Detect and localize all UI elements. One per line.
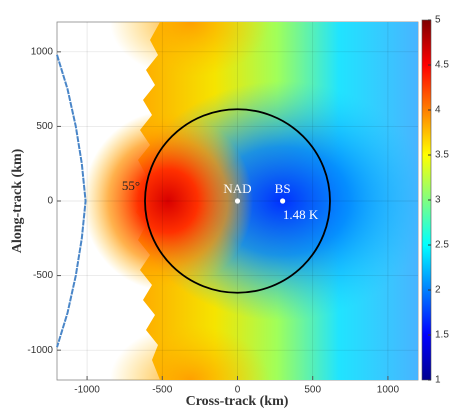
angle-annotation: 55° — [122, 178, 140, 193]
x-tick-label: -500 — [152, 385, 172, 396]
y-tick-label: 500 — [36, 121, 53, 132]
colorbar-tick-label: 4.5 — [435, 60, 449, 71]
x-tick-label: 500 — [304, 385, 321, 396]
colorbar-tick-label: 5 — [435, 15, 441, 26]
footprint-circle — [144, 108, 331, 294]
colorbar-tick-label: 2.5 — [435, 240, 449, 251]
point-note: 1.48 K — [283, 207, 319, 222]
swath-edge-line — [56, 54, 87, 348]
y-tick-label: 0 — [47, 196, 53, 207]
y-tick-label: -500 — [33, 270, 53, 281]
point — [234, 198, 241, 204]
x-tick-label: -1000 — [74, 385, 100, 396]
point — [280, 198, 286, 204]
colorbar-tick-label: 3 — [435, 195, 441, 206]
colorbar-tick-label: 4 — [435, 105, 441, 116]
point-label: NAD — [223, 181, 251, 196]
y-tick-label: 1000 — [31, 46, 54, 57]
y-tick-label: -1000 — [27, 345, 53, 356]
colorbar-tick-label: 1.5 — [435, 330, 449, 341]
x-axis-label: Cross-track (km) — [186, 394, 289, 409]
heatmap — [83, 22, 418, 380]
y-axis-label: Along-track (km) — [10, 148, 25, 253]
x-tick-label: 0 — [235, 385, 241, 396]
colorbar-tick-label: 1 — [435, 375, 441, 386]
x-tick-label: 1000 — [377, 385, 400, 396]
point-label: BS — [275, 181, 291, 196]
colorbar-tick-label: 3.5 — [435, 150, 449, 161]
colorbar-tick-label: 2 — [435, 285, 441, 296]
